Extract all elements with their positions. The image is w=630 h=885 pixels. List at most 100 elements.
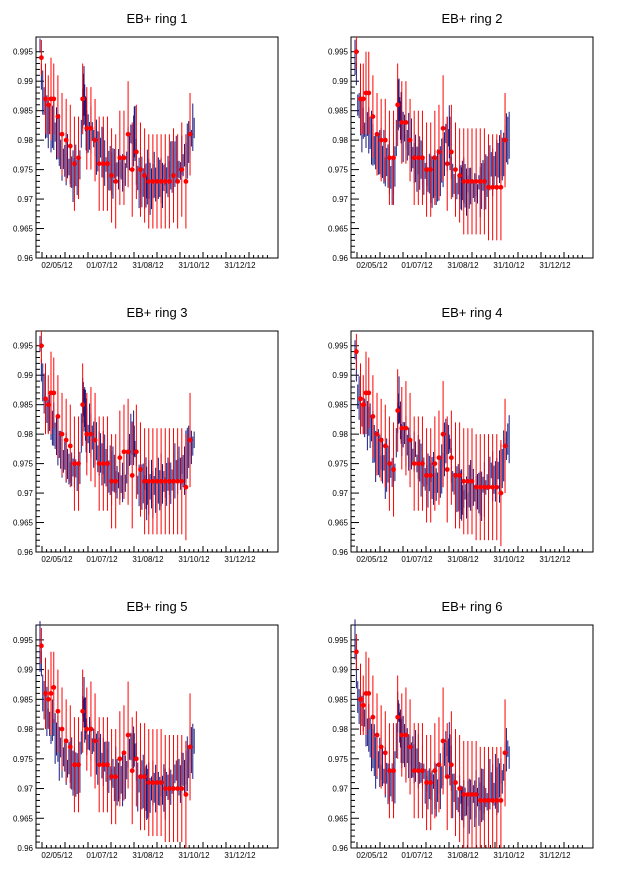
data-point xyxy=(183,484,189,490)
data-point xyxy=(490,484,496,490)
data-point xyxy=(55,414,61,419)
data-point xyxy=(158,478,164,484)
x-tick-label: 31/08/12 xyxy=(447,851,479,860)
x-tick-label: 31/08/12 xyxy=(132,555,164,564)
data-point xyxy=(146,178,152,184)
data-point xyxy=(96,161,102,167)
data-point xyxy=(100,161,106,167)
y-tick-label: 0.98 xyxy=(332,136,348,145)
y-tick-label: 0.975 xyxy=(328,755,349,764)
data-point xyxy=(96,461,102,466)
data-point xyxy=(432,155,438,161)
data-point xyxy=(403,732,409,738)
data-point xyxy=(80,708,86,714)
data-point xyxy=(175,478,181,484)
y-tick-label: 0.96 xyxy=(17,548,33,557)
data-point xyxy=(391,155,396,161)
data-point xyxy=(469,792,475,797)
data-point xyxy=(92,137,98,143)
data-point xyxy=(411,461,417,466)
data-point xyxy=(121,750,127,756)
data-point xyxy=(502,750,508,756)
data-point xyxy=(92,437,98,443)
x-tick-label: 31/10/12 xyxy=(178,851,210,860)
data-point xyxy=(411,768,417,774)
data-point xyxy=(63,738,69,744)
data-point xyxy=(382,443,388,449)
data-point xyxy=(432,768,438,774)
data-point xyxy=(51,96,57,102)
data-point xyxy=(59,131,65,137)
data-point xyxy=(440,125,446,131)
chart-title: EB+ ring 1 xyxy=(126,11,187,26)
data-point xyxy=(424,472,429,478)
chart-panel: EB+ ring 6 0.96 0.965 0.97 0.975 0.98 0.985 0.9… xyxy=(328,599,594,860)
data-point xyxy=(63,137,69,143)
data-point xyxy=(473,178,479,184)
data-point xyxy=(76,461,81,466)
data-point xyxy=(448,149,454,155)
data-point xyxy=(113,478,119,484)
y-tick-label: 0.97 xyxy=(17,785,33,794)
data-point xyxy=(154,478,160,484)
data-point xyxy=(378,744,384,750)
data-point xyxy=(428,167,434,173)
red-data-series xyxy=(353,333,508,547)
data-point xyxy=(494,798,500,803)
data-point xyxy=(121,155,127,161)
data-point xyxy=(374,431,380,437)
y-tick-label: 0.99 xyxy=(332,77,348,86)
y-tick-label: 0.98 xyxy=(332,725,348,734)
data-point xyxy=(436,762,442,768)
data-point xyxy=(366,390,372,396)
x-tick-label: 02/05/12 xyxy=(41,555,73,564)
red-data-series xyxy=(38,331,193,541)
data-point xyxy=(166,478,172,484)
data-point xyxy=(171,786,176,791)
y-tick-label: 0.965 xyxy=(13,814,34,823)
data-point xyxy=(80,96,86,102)
x-tick-label: 31/08/12 xyxy=(132,261,164,270)
data-point xyxy=(387,155,392,161)
y-tick-label: 0.965 xyxy=(328,225,349,234)
data-point xyxy=(100,461,106,466)
data-point xyxy=(175,178,181,184)
y-tick-label: 0.96 xyxy=(332,254,348,263)
data-point xyxy=(457,472,463,478)
x-tick-label: 31/12/12 xyxy=(224,555,256,564)
y-tick-label: 0.995 xyxy=(13,48,34,57)
data-point xyxy=(59,726,65,732)
data-point xyxy=(138,167,143,173)
data-point xyxy=(117,756,123,762)
y-tick-label: 0.97 xyxy=(17,195,33,204)
y-tick-label: 0.97 xyxy=(332,195,348,204)
x-tick-label: 31/08/12 xyxy=(447,261,479,270)
data-point xyxy=(125,449,131,455)
data-point xyxy=(358,396,363,402)
data-point xyxy=(150,178,156,184)
data-point xyxy=(92,738,98,744)
data-point xyxy=(490,798,496,803)
y-tick-label: 0.995 xyxy=(328,342,349,351)
data-point xyxy=(370,114,376,119)
data-point xyxy=(374,732,380,738)
data-point xyxy=(166,786,172,791)
data-point xyxy=(133,449,139,455)
data-point xyxy=(370,714,376,720)
x-tick-label: 31/12/12 xyxy=(224,851,256,860)
data-point xyxy=(403,425,409,431)
chart-panel: EB+ ring 1 0.96 0.965 0.97 0.975 0.98 0.985 0.9… xyxy=(13,11,279,270)
y-tick-label: 0.98 xyxy=(17,430,33,439)
data-point xyxy=(43,690,48,696)
data-point xyxy=(80,402,86,408)
y-tick-label: 0.985 xyxy=(328,401,349,410)
data-point xyxy=(105,461,110,466)
chart-panel: EB+ ring 4 0.96 0.965 0.97 0.975 0.98 0.985 0.9… xyxy=(328,305,594,564)
data-point xyxy=(444,161,450,167)
y-tick-label: 0.975 xyxy=(13,460,34,469)
y-tick-label: 0.99 xyxy=(17,77,33,86)
data-point xyxy=(502,443,508,449)
data-point xyxy=(486,484,491,490)
data-point xyxy=(395,102,401,108)
y-tick-label: 0.965 xyxy=(328,519,349,528)
